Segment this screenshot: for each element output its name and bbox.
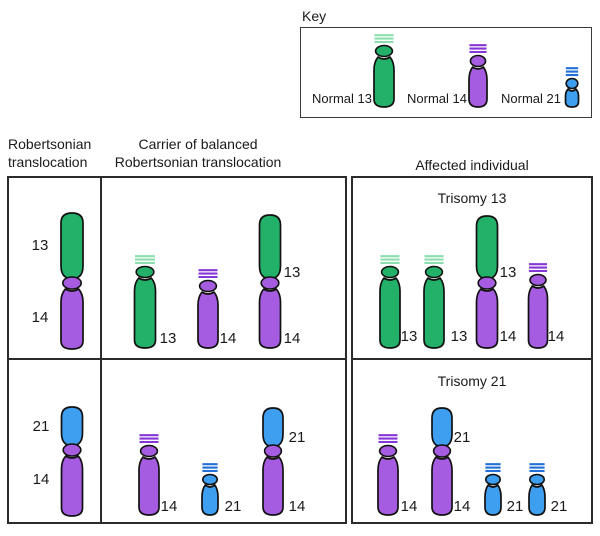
row-divider-left: [9, 358, 345, 360]
trisomy-21-title: Trisomy 21: [437, 373, 507, 389]
key-label-normal-14: Normal 14: [407, 91, 467, 106]
row-divider-right: [353, 358, 591, 360]
key-label-normal-21: Normal 21: [501, 91, 561, 106]
affected-individual-section-box: [351, 176, 593, 524]
key-box: [300, 27, 592, 118]
column-header-carrier-balanced: Carrier of balanced Robertsonian translo…: [114, 136, 282, 170]
column-divider: [100, 178, 102, 522]
trisomy-13-title: Trisomy 13: [437, 190, 507, 206]
column-header-affected-individual: Affected individual: [415, 157, 529, 173]
key-label-normal-13: Normal 13: [312, 91, 372, 106]
column-header-robertsonian-translocation: Robertsonian translocation: [8, 136, 92, 170]
key-title: Key: [302, 8, 327, 24]
translocation-carrier-section-box: [7, 176, 347, 524]
